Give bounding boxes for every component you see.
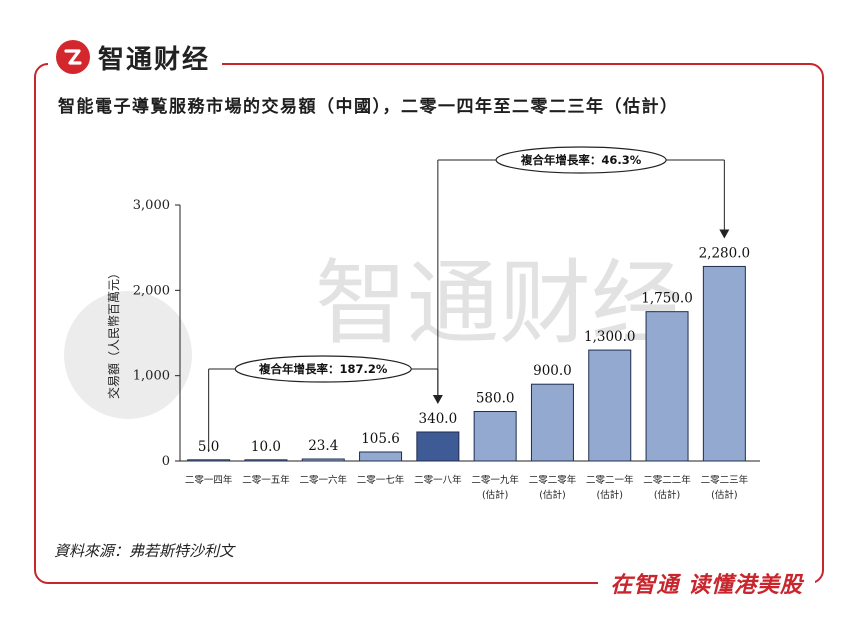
watermark-logo-icon — [64, 291, 192, 419]
bar-value-label: 105.6 — [361, 431, 400, 447]
footer-slogan: 在智通 读懂港美股 — [610, 573, 803, 598]
x-category-label: 二零一四年 — [185, 474, 233, 486]
bar-value-label: 900.0 — [533, 363, 572, 379]
brand-logo-icon — [56, 40, 90, 74]
y-tick-label: 2,000 — [133, 283, 170, 298]
y-tick-label: 3,000 — [133, 198, 170, 213]
bar — [359, 451, 403, 462]
x-category-label: 二零二二年 — [643, 474, 691, 486]
bar — [530, 383, 574, 462]
bar-value-label: 1,300.0 — [584, 329, 636, 345]
x-category-label: 二零一七年 — [357, 474, 405, 486]
x-category-label: 二零二一年 — [586, 474, 634, 486]
cagr-arrow-icon — [719, 229, 730, 239]
bar-value-label: 2,280.0 — [699, 245, 751, 261]
card-frame — [34, 63, 824, 584]
cagr-label: 複合年增長率：187.2% — [258, 362, 388, 376]
bar — [473, 411, 517, 462]
bar-value-label: 340.0 — [419, 411, 458, 427]
footer-slogan-wrap: 在智通 读懂港美股 — [598, 566, 815, 600]
cagr-label: 複合年增長率：46.3% — [520, 153, 642, 167]
bar — [244, 459, 288, 462]
bar — [301, 458, 345, 462]
x-category-label: 二零一六年 — [299, 474, 347, 486]
x-category-label: 二零一八年 — [414, 474, 462, 486]
x-category-label: 二零二三年 — [701, 474, 749, 486]
chart-title: 智能電子導覧服務市場的交易額（中國），二零一四年至二零二三年（估計） — [58, 97, 679, 117]
x-category-label: 二零二零年 — [529, 474, 577, 486]
x-category-label: (估計) — [482, 489, 508, 501]
x-category-label: (估計) — [597, 489, 623, 501]
bar-value-label: 1,750.0 — [641, 291, 693, 307]
bar — [702, 265, 746, 462]
y-tick-label: 1,000 — [133, 369, 170, 384]
bar-value-label: 23.4 — [308, 438, 338, 454]
source-note: 資料來源：弗若斯特沙利文 — [54, 542, 235, 560]
watermark: 智通财经 — [64, 250, 683, 419]
x-category-label: (估計) — [539, 489, 565, 501]
y-tick-label: 0 — [162, 454, 170, 469]
bar — [588, 349, 632, 462]
x-category-label: 二零一五年 — [242, 474, 290, 486]
bar — [416, 431, 460, 462]
cagr-ellipse — [234, 355, 412, 383]
watermark-text: 智通财经 — [315, 250, 683, 357]
bar-value-label: 10.0 — [251, 439, 281, 455]
brand-header: 智通财经 — [48, 34, 223, 80]
x-category-label: (估計) — [654, 489, 680, 501]
x-category-label: (估計) — [711, 489, 737, 501]
x-category-label: 二零一九年 — [471, 474, 519, 486]
bar — [645, 311, 689, 462]
brand-logo-text: 智通财经 — [98, 44, 211, 75]
bar — [187, 459, 231, 462]
bar-value-label: 580.0 — [476, 391, 515, 407]
cagr-ellipse — [495, 146, 667, 174]
y-axis-label: 交易額（人民幣百萬元） — [106, 267, 121, 399]
